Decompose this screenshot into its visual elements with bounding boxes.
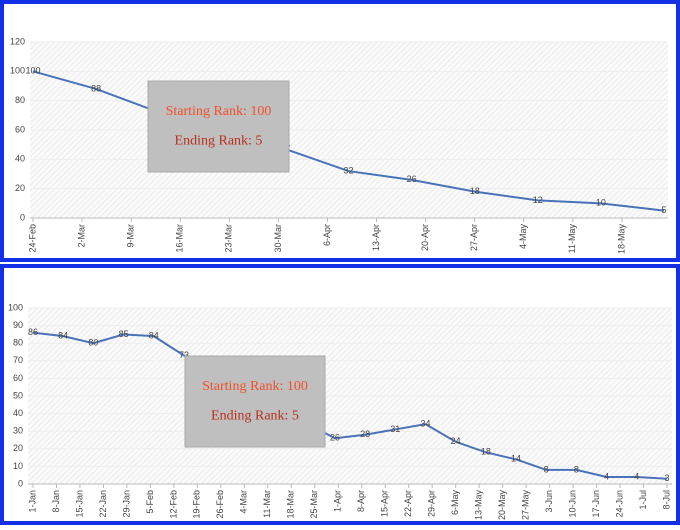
data-label: 4 [604,471,609,481]
data-label: 31 [390,424,400,434]
data-label: 32 [343,165,353,175]
x-tick-label: 8-Jan [51,490,61,513]
line [32,70,665,212]
x-tick-label: 5-Feb [145,490,155,514]
data-label: 80 [88,338,98,348]
y-tick-label: 50 [13,390,23,400]
annotation-box [147,80,290,173]
data-label: 3 [664,473,669,483]
data-label: 8 [544,464,549,474]
y-tick-label: 90 [13,320,23,330]
y-tick-label: 120 [10,36,25,46]
annotation: Ending Rank: 5 [175,133,263,148]
data-label: 8 [574,464,579,474]
x-tick-label: 10-Jun [567,490,577,518]
x-tick-label: 11-May [567,224,577,254]
y-tick-label: 70 [13,355,23,365]
x-tick-label: 19-Feb [192,490,202,519]
x-tick-label: 23-Mar [224,224,234,253]
x-tick-label: 24-Jun [614,490,624,518]
x-tick-label: 13-May [474,490,484,521]
data-label: 86 [28,327,38,337]
x-tick-label: 24-Feb [27,224,37,253]
y-tick-label: 20 [15,183,25,193]
y-tick-label: 0 [20,212,25,222]
x-tick-label: 2-Mar [76,224,86,248]
annotation: Starting Rank: 100 [166,104,272,119]
annotation: Starting Rank: 100 [202,379,308,394]
data-label: 28 [360,429,370,439]
x-tick-label: 4-Mar [239,490,249,514]
x-tick-label: 20-May [497,490,507,521]
x-tick-label: 12-Feb [168,490,178,519]
y-tick-label: 30 [13,426,23,436]
x-tick-label: 20-Apr [420,224,430,251]
data-label: 12 [533,195,543,205]
y-tick-label: 40 [13,408,23,418]
x-tick-label: 11-Mar [262,490,272,518]
annotation-box [184,355,326,448]
data-label: 73 [179,350,189,360]
x-tick-label: 1-Jul [638,490,648,510]
y-tick-label: 10 [13,461,23,471]
y-tick-label: 0 [18,478,23,488]
x-tick-label: 22-Apr [403,490,413,517]
y-tick-label: 100 [8,302,23,312]
data-label: 26 [407,174,417,184]
data-label: 14 [511,454,521,464]
x-tick-label: 8-Apr [356,490,366,512]
x-tick-label: 3-Jun [544,490,554,513]
x-tick-label: 26-Feb [215,490,225,519]
x-tick-label: 8-Jul [661,490,671,510]
data-label: 88 [91,83,101,93]
data-label: 85 [119,329,129,339]
x-tick-label: 25-Mar [309,490,319,519]
x-tick-label: 6-Apr [322,224,332,246]
y-tick-label: 60 [13,373,23,383]
x-tick-label: 18-Mar [286,490,296,519]
x-tick-label: 29-Jan [121,490,131,518]
data-label: 100 [25,66,40,76]
y-tick-label: 100 [10,66,25,76]
data-label: 4 [634,471,639,481]
x-tick-label: 1-Jan [27,490,37,513]
data-label: 10 [596,198,606,208]
data-label: 18 [470,186,480,196]
data-label: 18 [481,447,491,457]
x-tick-label: 22-Jan [98,490,108,518]
x-tick-label: 1-Apr [333,490,343,512]
data-label: 34 [420,419,430,429]
line [32,331,668,480]
data-label: 24 [451,436,461,446]
data-label: 84 [149,331,159,341]
x-tick-label: 18-May [616,224,626,255]
x-tick-label: 9-Mar [126,224,136,248]
x-tick-label: 13-Apr [371,224,381,251]
annotation: Ending Rank: 5 [211,408,299,423]
x-tick-label: 16-Mar [175,224,185,253]
x-tick-label: 6-May [450,490,460,516]
x-tick-label: 15-Jan [74,490,84,518]
x-tick-label: 15-Apr [380,490,390,517]
y-tick-label: 80 [13,338,23,348]
x-tick-label: 27-Apr [469,224,479,251]
x-tick-label: 17-Jun [591,490,601,518]
x-tick-label: 29-Apr [427,490,437,517]
data-label: 84 [58,331,68,341]
y-tick-label: 80 [15,95,25,105]
y-tick-label: 40 [15,154,25,164]
x-tick-label: 4-May [518,224,528,250]
data-label: 26 [330,433,340,443]
y-tick-label: 60 [15,124,25,134]
y-tick-label: 20 [13,443,23,453]
x-tick-label: 27-May [520,490,530,521]
x-tick-label: 30-Mar [273,224,283,253]
data-label: 5 [661,205,666,215]
